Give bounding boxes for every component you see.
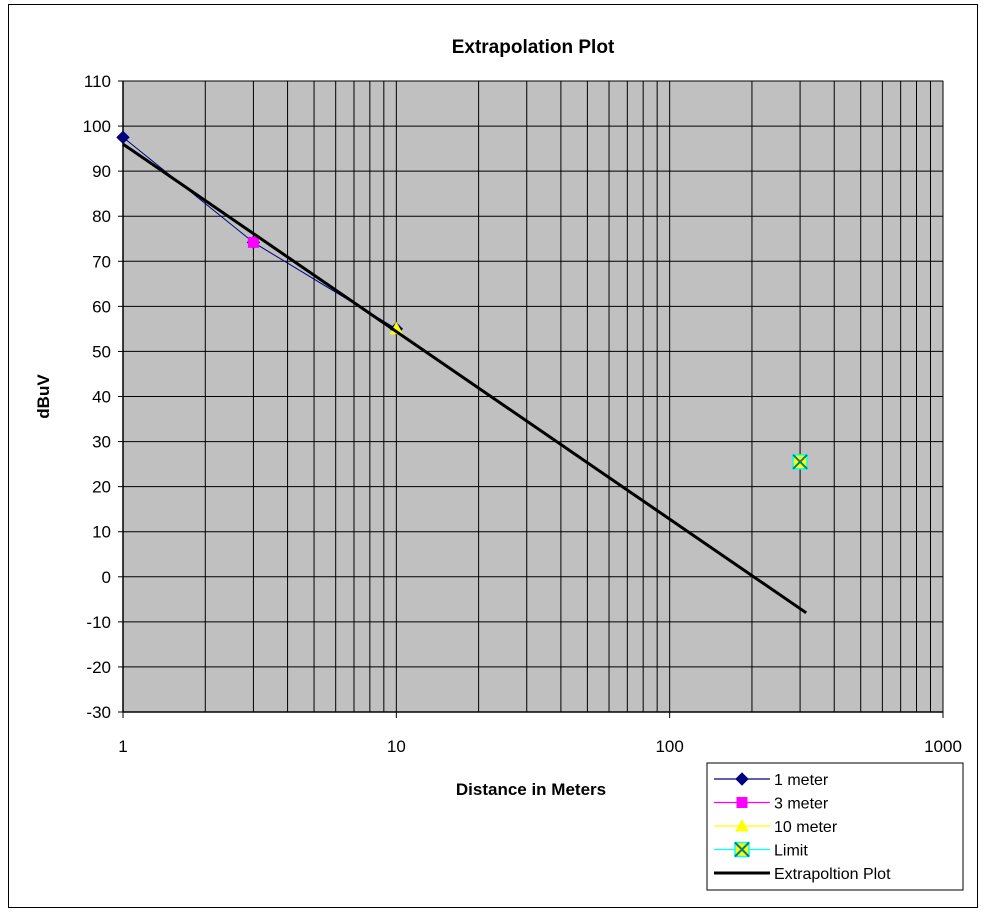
x-tick-label: 100	[655, 737, 683, 756]
y-tick-label: -30	[86, 703, 111, 722]
y-tick-label: 60	[92, 297, 111, 316]
chart-title: Extrapolation Plot	[452, 37, 615, 58]
y-tick-label: 50	[92, 342, 111, 361]
series-line-extrapoltion-plot	[122, 142, 808, 615]
y-tick-label: 0	[102, 568, 111, 587]
legend-marker-limit	[734, 841, 750, 858]
chart-frame: Extrapolation Plot 110 100 90 80 70 60 50 40 30 2…	[8, 4, 978, 908]
x-axis-label: Distance in Meters	[456, 780, 606, 799]
grid	[122, 80, 944, 713]
legend-label-10-meter: 10 meter	[774, 819, 838, 836]
legend: 1 meter 3 meter 10 meter Limit Extrapoltion …	[706, 762, 964, 891]
extrapolation-chart: Extrapolation Plot 110100908070605040302…	[34, 37, 964, 891]
series-limit	[792, 454, 808, 470]
x-tick-label: 10	[387, 737, 406, 756]
legend-marker-10-meter	[735, 818, 749, 832]
series-extrapoltion-plot	[122, 142, 808, 615]
y-tick-label: 70	[92, 252, 111, 271]
data-point-limit-x2	[792, 454, 808, 470]
data-point-3-meter	[247, 236, 259, 248]
legend-marker-limit-x2	[734, 841, 750, 858]
legend-label-extrapoltion-plot: Extrapoltion Plot	[774, 866, 891, 883]
data-point-limit	[792, 454, 808, 470]
y-tick-label: 20	[92, 478, 111, 497]
legend-label-1-meter: 1 meter	[774, 772, 829, 789]
y-tick-label: -20	[86, 658, 111, 677]
x-tick-label: 1	[118, 737, 127, 756]
legend-label-3-meter: 3 meter	[774, 796, 829, 813]
y-tick-label: 10	[92, 523, 111, 542]
y-tick-label: 30	[92, 433, 111, 452]
legend-label-limit: Limit	[774, 843, 808, 860]
legend-marker-1-meter	[735, 772, 749, 786]
y-tick-label: 100	[83, 117, 111, 136]
legend-marker-3-meter	[736, 797, 748, 808]
y-tick-label: 90	[92, 162, 111, 181]
y-tick-label: 40	[92, 388, 111, 407]
y-tick-label: 80	[92, 207, 111, 226]
y-axis-label: dBuV	[34, 374, 53, 419]
y-tick-label: 110	[84, 72, 111, 91]
x-tick-label: 1000	[924, 737, 962, 756]
data-point-1-meter	[116, 130, 130, 145]
series-3-meter	[247, 236, 259, 248]
y-tick-label: -10	[86, 613, 111, 632]
